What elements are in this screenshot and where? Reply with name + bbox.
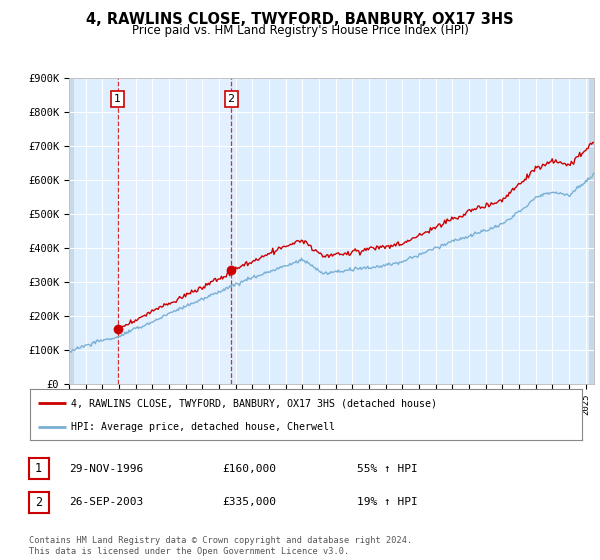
Bar	[118, 78, 231, 384]
Text: 55% ↑ HPI: 55% ↑ HPI	[357, 464, 418, 474]
Text: £335,000: £335,000	[222, 497, 276, 507]
Text: 4, RAWLINS CLOSE, TWYFORD, BANBURY, OX17 3HS: 4, RAWLINS CLOSE, TWYFORD, BANBURY, OX17…	[86, 12, 514, 27]
Text: 4, RAWLINS CLOSE, TWYFORD, BANBURY, OX17 3HS (detached house): 4, RAWLINS CLOSE, TWYFORD, BANBURY, OX17…	[71, 398, 437, 408]
Text: 29-NOV-1996: 29-NOV-1996	[69, 464, 143, 474]
Text: 2: 2	[35, 496, 42, 509]
Text: Price paid vs. HM Land Registry's House Price Index (HPI): Price paid vs. HM Land Registry's House …	[131, 24, 469, 36]
Text: 19% ↑ HPI: 19% ↑ HPI	[357, 497, 418, 507]
Text: 2: 2	[227, 94, 235, 104]
Text: 1: 1	[114, 94, 121, 104]
Text: 26-SEP-2003: 26-SEP-2003	[69, 497, 143, 507]
Text: £160,000: £160,000	[222, 464, 276, 474]
Text: Contains HM Land Registry data © Crown copyright and database right 2024.
This d: Contains HM Land Registry data © Crown c…	[29, 536, 412, 556]
Text: 1: 1	[35, 462, 42, 475]
Text: HPI: Average price, detached house, Cherwell: HPI: Average price, detached house, Cher…	[71, 422, 335, 432]
